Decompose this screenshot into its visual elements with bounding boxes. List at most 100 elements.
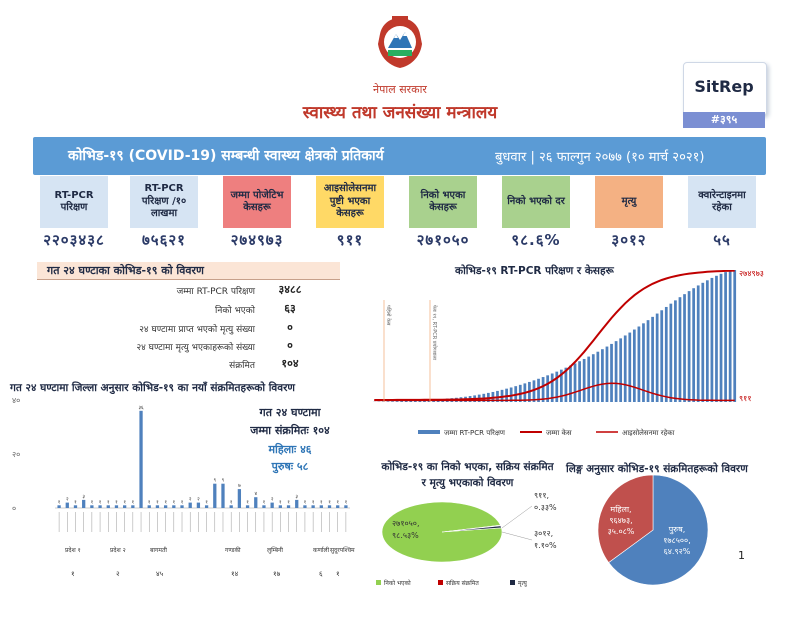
last24-row-label: जम्मा RT-PCR परिक्षण bbox=[176, 287, 255, 297]
district-bar-label: ७ bbox=[238, 483, 241, 489]
district-group-name: सुदूरपश्चिम bbox=[330, 546, 355, 554]
nepal-emblem-logo bbox=[378, 16, 422, 68]
recovery-legend-label: सक्रिय संक्रमित bbox=[446, 579, 479, 587]
district-bar bbox=[319, 505, 323, 508]
trend-test-bar bbox=[623, 335, 627, 402]
district-bar bbox=[311, 505, 315, 508]
district-bar bbox=[65, 502, 69, 508]
trend-test-bar bbox=[619, 338, 623, 402]
trend-test-bar bbox=[591, 354, 595, 402]
trend-test-bar bbox=[601, 349, 604, 402]
kpi-card-value: २७१०५० bbox=[416, 231, 470, 249]
district-bar-label: ९ bbox=[222, 478, 225, 484]
trend-test-bar bbox=[696, 285, 700, 402]
last24-row-value: ० bbox=[287, 339, 293, 352]
trend-test-bar bbox=[546, 375, 550, 402]
trend-test-bar bbox=[541, 377, 545, 402]
pie1-title-line1: कोभिड-१९ का निको भएका, सक्रिय संक्रमित bbox=[381, 461, 554, 473]
recovery-pie-label: ९८.५३% bbox=[392, 531, 419, 540]
district-y-tick: ० bbox=[12, 504, 16, 513]
trend-test-bar bbox=[632, 329, 636, 402]
district-bar bbox=[57, 505, 61, 508]
trend-legend-label: जम्मा केस bbox=[546, 428, 572, 437]
recovery-pie-chart: २७१०५०, ९८.५३% ९११, ०.३३% ३०१२, १.१०% निको भएक… bbox=[376, 491, 557, 587]
recovery-pie-label: १.१०% bbox=[534, 541, 557, 550]
gender-pie-label: ३५.०८% bbox=[608, 527, 635, 536]
recovery-legend-label: निको भएको bbox=[384, 579, 411, 587]
trend-test-bar bbox=[637, 326, 641, 402]
district-bar-label: १ bbox=[312, 499, 315, 505]
kpi-card-label: निको भएको दर bbox=[502, 176, 570, 228]
district-bar bbox=[131, 505, 135, 508]
district-bar-label: १ bbox=[328, 499, 331, 505]
district-group-total: १७ bbox=[273, 570, 281, 578]
trend-test-bar bbox=[409, 400, 413, 402]
trend-test-bar bbox=[418, 400, 422, 402]
district-bar-label: १ bbox=[107, 499, 110, 505]
district-bar-label: १ bbox=[99, 499, 102, 505]
district-group-total: ४५ bbox=[156, 570, 164, 578]
trend-test-bar bbox=[660, 310, 664, 402]
gender-pie-label: १७८५००, bbox=[663, 536, 691, 545]
recovery-legend-label: मृत्यु bbox=[518, 580, 528, 587]
banner-date: बुधवार | २६ फाल्गुन २०७७ (१० मार्च २०२१) bbox=[495, 150, 705, 165]
pie2-title: लिङ्ग अनुसार कोभिड-१९ संक्रमितहरूको विवर… bbox=[566, 463, 748, 475]
district-y-tick: २० bbox=[12, 450, 20, 459]
district-bar bbox=[180, 505, 184, 508]
recovery-legend-swatch bbox=[376, 580, 381, 585]
trend-test-bar bbox=[610, 343, 613, 402]
recovery-legend-swatch bbox=[510, 580, 515, 585]
district-bar-label: १ bbox=[304, 499, 307, 505]
district-bar-label: १ bbox=[115, 499, 118, 505]
last24-row-value: ० bbox=[287, 321, 293, 334]
trend-test-bar bbox=[391, 401, 394, 402]
district-bar-label: २ bbox=[197, 497, 200, 503]
district-bar bbox=[172, 505, 176, 508]
kpi-card-value: ५५ bbox=[713, 231, 731, 249]
trend-test-bar bbox=[655, 313, 659, 402]
kpi-card-label: RT-PCR परिक्षण bbox=[40, 176, 108, 228]
trend-test-bar bbox=[733, 270, 737, 402]
district-bar bbox=[213, 483, 217, 508]
trend-chart: २७४९७३ ९११ पहिलो केस फेब ११, RT-PCR प्रयोगश… bbox=[372, 270, 764, 437]
trend-test-bar bbox=[587, 356, 591, 402]
district-bar-label: १ bbox=[74, 499, 77, 505]
district-group-name: गण्डकी bbox=[225, 546, 241, 554]
last24-row-value: ३४८८ bbox=[278, 283, 302, 296]
trend-test-bar bbox=[404, 400, 408, 402]
government-label: नेपाल सरकार bbox=[373, 83, 427, 96]
kpi-card-label: RT-PCR परिक्षण /१० लाखमा bbox=[130, 176, 198, 228]
kpi-card-value: २७४९७३ bbox=[230, 231, 284, 249]
district-bar bbox=[295, 499, 299, 508]
gender-pie-label: पुरुष, bbox=[669, 525, 686, 535]
district-group-name: बागमती bbox=[150, 546, 167, 554]
district-bar-label: १ bbox=[279, 499, 282, 505]
district-bar-label: १ bbox=[91, 499, 94, 505]
district-bar bbox=[229, 505, 233, 508]
district-group-total: १ bbox=[336, 570, 340, 578]
trend-legend-swatch bbox=[418, 430, 440, 434]
recovery-pie-label: २७१०५०, bbox=[392, 519, 420, 528]
district-bar-label: १ bbox=[287, 499, 290, 505]
kpi-card-label: मृत्यु bbox=[595, 176, 663, 228]
trend-test-bar bbox=[614, 341, 618, 402]
district-bar-label: ३ bbox=[295, 494, 298, 500]
trend-test-bar bbox=[669, 303, 673, 402]
district-bar bbox=[90, 505, 94, 508]
kpi-card-value: ९११ bbox=[336, 231, 364, 249]
trend-test-bar bbox=[550, 373, 554, 402]
district-bar-label: १ bbox=[58, 499, 61, 505]
trend-test-bar bbox=[395, 401, 399, 402]
recovery-pie-leader bbox=[501, 531, 533, 541]
kpi-card-label: आइसोलेसनमा पुष्टी भएका केसहरू bbox=[316, 176, 384, 228]
banner-title: कोभिड-१९ (COVID-19) सम्बन्धी स्वास्थ्य क… bbox=[68, 148, 384, 164]
trend-test-bar bbox=[569, 365, 572, 402]
district-group-total: १ bbox=[71, 570, 75, 578]
district-y-tick: ४० bbox=[12, 396, 20, 405]
district-bar bbox=[278, 505, 282, 508]
gender-pie-label: ९६४७३, bbox=[609, 516, 632, 525]
district-bar-label: ९ bbox=[213, 478, 216, 484]
trend-test-bar bbox=[683, 294, 686, 402]
district-bar-label: १ bbox=[173, 499, 176, 505]
